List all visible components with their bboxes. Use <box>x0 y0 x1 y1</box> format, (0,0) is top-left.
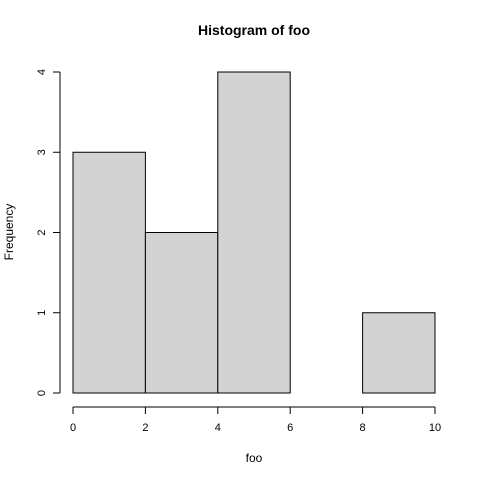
x-tick-label: 6 <box>287 422 293 434</box>
y-axis-label: Frequency <box>2 204 16 261</box>
histogram-bar <box>72 151 146 394</box>
x-tick-label: 2 <box>142 422 148 434</box>
x-tick-label: 10 <box>429 422 441 434</box>
histogram-bar <box>362 312 436 394</box>
y-tick-label: 3 <box>36 149 48 155</box>
x-tick-label: 4 <box>215 422 221 434</box>
y-tick-label: 4 <box>36 69 48 75</box>
x-tick-label: 0 <box>70 422 76 434</box>
histogram-bar <box>144 232 219 394</box>
bars-layer <box>72 71 436 394</box>
x-axis-label: foo <box>246 451 263 465</box>
x-tick-label: 8 <box>360 422 366 434</box>
chart-title: Histogram of foo <box>198 22 310 38</box>
y-tick-label: 1 <box>36 310 48 316</box>
y-axis: 0 1 2 3 4 <box>36 69 61 396</box>
y-tick-label: 2 <box>36 229 48 235</box>
y-tick-label: 0 <box>36 390 48 396</box>
histogram-bar <box>217 71 291 394</box>
x-axis: 0 2 4 6 8 10 <box>70 406 441 434</box>
